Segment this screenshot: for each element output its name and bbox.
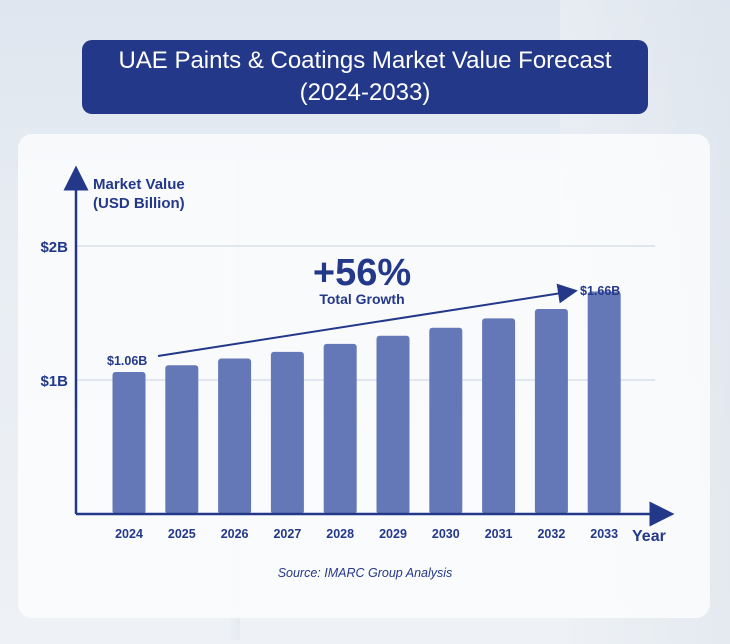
y-tick-label: $1B <box>40 373 68 390</box>
bar-2032 <box>534 308 568 514</box>
x-tick-label: 2028 <box>326 527 354 541</box>
x-tick-label: 2027 <box>273 527 301 541</box>
growth-caption: Total Growth <box>319 291 404 307</box>
bar-2027 <box>270 351 304 514</box>
x-tick-label: 2031 <box>485 527 513 541</box>
bar-2026 <box>218 358 252 514</box>
data-label-start: $1.06B <box>107 354 147 368</box>
bar-2028 <box>323 343 357 514</box>
x-tick-label: 2029 <box>379 527 407 541</box>
y-tick-label: $2B <box>40 239 68 256</box>
x-tick-label: 2025 <box>168 527 196 541</box>
chart-title-line1: UAE Paints & Coatings Market Value Forec… <box>118 47 612 74</box>
bar-2029 <box>376 335 410 514</box>
data-label-end: $1.66B <box>580 284 620 298</box>
chart-title-line2: (2024-2033) <box>299 79 431 106</box>
bar-2033 <box>587 291 621 514</box>
y-axis-title-units: (USD Billion) <box>93 195 185 212</box>
bar-2030 <box>429 327 463 514</box>
bar-2025 <box>165 365 199 514</box>
bar-2024 <box>112 371 146 514</box>
x-tick-label: 2032 <box>537 527 565 541</box>
bar-2031 <box>482 318 516 514</box>
x-tick-label: 2030 <box>432 527 460 541</box>
x-axis-title: Year <box>632 528 666 545</box>
x-tick-label: 2033 <box>590 527 618 541</box>
growth-percentage: +56% <box>313 252 411 294</box>
y-axis-title: Market Value <box>93 176 185 193</box>
chart-title: UAE Paints & Coatings Market Value Forec… <box>82 40 648 114</box>
x-tick-label: 2026 <box>221 527 249 541</box>
growth-arrow <box>157 283 578 357</box>
source-note: Source: IMARC Group Analysis <box>277 566 453 580</box>
x-tick-label: 2024 <box>115 527 143 541</box>
